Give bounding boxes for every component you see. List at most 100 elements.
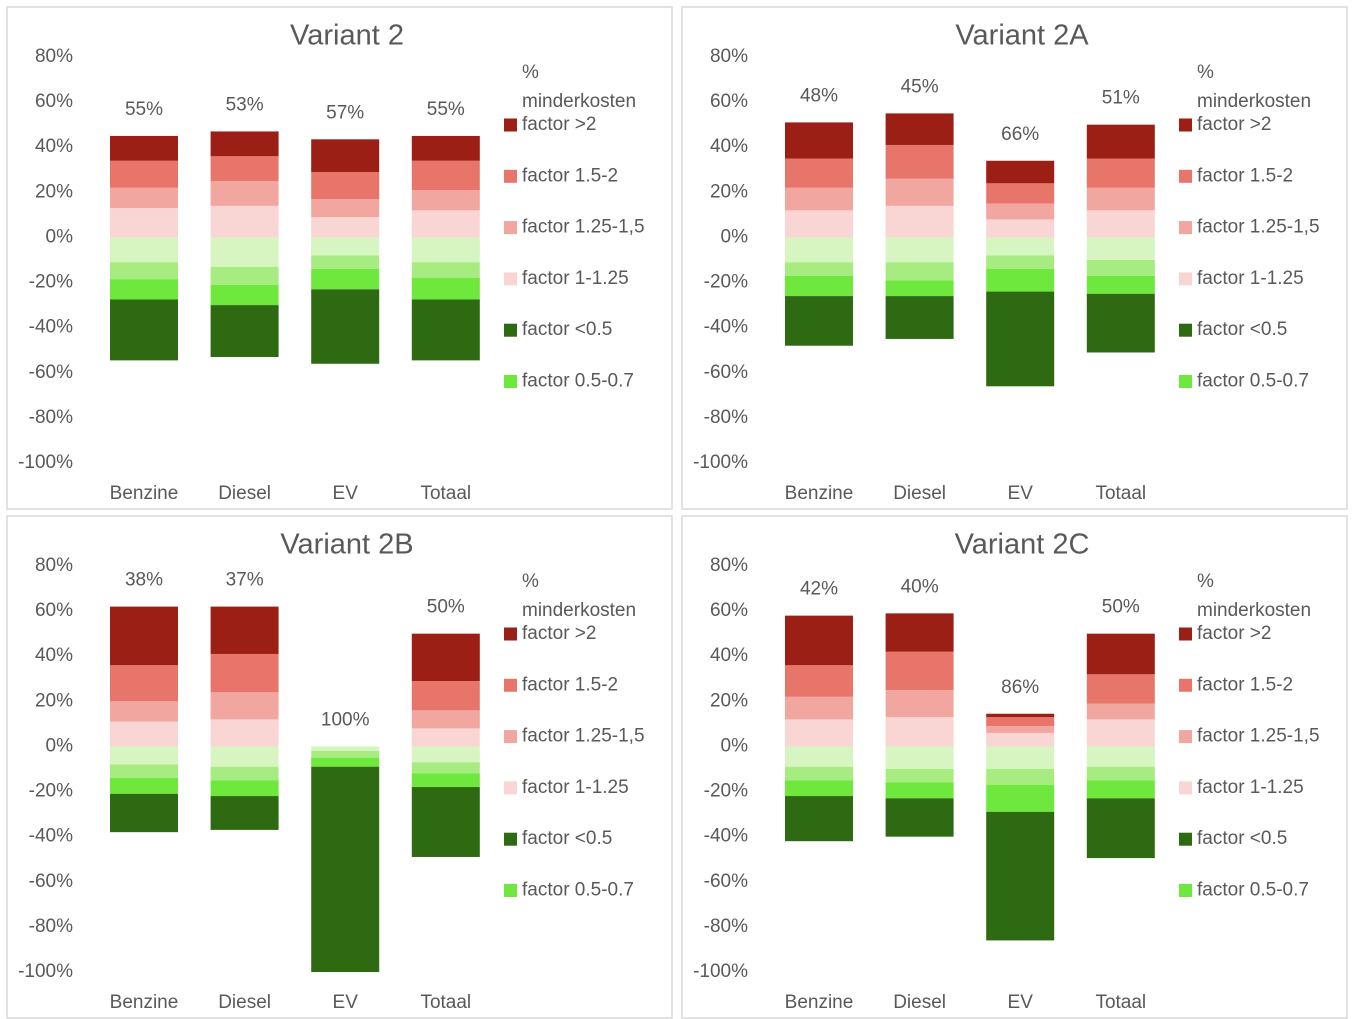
x-tick-label: Totaal bbox=[420, 483, 471, 504]
bar-segment bbox=[210, 205, 279, 238]
bar-segment bbox=[411, 633, 480, 682]
legend-label: factor 1-1.25 bbox=[1197, 777, 1304, 798]
bar-segment bbox=[885, 262, 954, 281]
bar-segment bbox=[110, 701, 178, 722]
bar-segment bbox=[110, 606, 178, 666]
x-tick-label: Diesel bbox=[218, 483, 271, 504]
legend-title: % minderkosten bbox=[1197, 62, 1311, 112]
legend-swatch bbox=[504, 627, 517, 641]
value-label: 37% bbox=[226, 570, 264, 591]
legend-label: factor 1-1.25 bbox=[522, 268, 629, 289]
legend-swatch bbox=[1179, 678, 1192, 692]
bar-segment bbox=[885, 651, 954, 691]
bar-segment bbox=[1086, 124, 1155, 159]
y-tick-label: 20% bbox=[35, 690, 73, 711]
y-tick-label: -60% bbox=[29, 871, 73, 892]
bar-segment bbox=[210, 181, 279, 206]
bar-segment bbox=[986, 769, 1055, 785]
x-tick-label: Totaal bbox=[420, 992, 471, 1013]
bar-segment bbox=[1086, 187, 1155, 211]
bar-segment bbox=[785, 746, 853, 767]
x-tick-label: EV bbox=[1008, 992, 1034, 1013]
legend-swatch bbox=[1179, 375, 1192, 388]
legend-label: factor 1-1.25 bbox=[522, 777, 629, 798]
y-tick-label: 60% bbox=[35, 91, 73, 112]
legend-title: % minderkosten bbox=[522, 62, 636, 112]
legend-swatch bbox=[504, 781, 517, 795]
bar-segment bbox=[986, 183, 1055, 204]
bar-segment bbox=[411, 762, 480, 774]
bar-segment bbox=[210, 653, 279, 693]
legend-label: factor 0.5-0.7 bbox=[1197, 371, 1309, 392]
legend-swatch bbox=[1179, 323, 1192, 337]
bar-segment bbox=[986, 726, 1055, 733]
y-tick-label: 0% bbox=[46, 226, 74, 247]
x-tick-label: EV bbox=[1008, 483, 1034, 504]
bar-segment bbox=[311, 237, 380, 256]
legend-label: factor >2 bbox=[522, 114, 596, 135]
y-tick-label: -60% bbox=[29, 362, 73, 383]
x-tick-label: Totaal bbox=[1095, 992, 1146, 1013]
y-tick-label: -40% bbox=[29, 317, 73, 338]
bar-segment bbox=[785, 158, 853, 188]
bar-segment bbox=[885, 798, 954, 837]
legend-swatch bbox=[1179, 272, 1192, 286]
value-label: 48% bbox=[800, 85, 838, 106]
bar-segment bbox=[411, 773, 480, 788]
bar-segment bbox=[210, 746, 279, 767]
bar-segment bbox=[785, 262, 853, 276]
bar-segment bbox=[1086, 275, 1155, 294]
legend-swatch bbox=[1179, 118, 1192, 132]
chart-title: Variant 2 bbox=[290, 20, 404, 52]
x-tick-label: Diesel bbox=[893, 992, 946, 1013]
legend-label: factor >2 bbox=[522, 623, 596, 644]
legend-label: factor <0.5 bbox=[1197, 828, 1287, 849]
chart-panel: Variant 2A 80% 60% 40% 20% 0% -20% -40% -60% -80%… bbox=[681, 6, 1348, 510]
bar-segment bbox=[785, 187, 853, 211]
bar-segment bbox=[885, 205, 954, 238]
bar-segment bbox=[1086, 766, 1155, 781]
bar-segment bbox=[110, 160, 178, 188]
legend-label: factor 1.25-1,5 bbox=[522, 217, 645, 238]
legend-label: factor 0.5-0.7 bbox=[522, 880, 634, 901]
x-tick-label: EV bbox=[333, 992, 359, 1013]
bar-segment bbox=[1086, 798, 1155, 859]
y-tick-label: -80% bbox=[29, 916, 73, 937]
bar-segment bbox=[110, 746, 178, 765]
legend-label: factor 1.5-2 bbox=[1197, 674, 1293, 695]
value-label: 38% bbox=[125, 570, 163, 591]
bar-segment bbox=[885, 280, 954, 297]
bar-segment bbox=[110, 208, 178, 238]
y-tick-label: -100% bbox=[693, 452, 748, 473]
bar-segment bbox=[110, 721, 178, 747]
legend-swatch bbox=[1179, 730, 1192, 744]
legend-label: factor 0.5-0.7 bbox=[1197, 880, 1309, 901]
x-tick-label: Totaal bbox=[1095, 483, 1146, 504]
bar-segment bbox=[110, 262, 178, 280]
bar-segment bbox=[986, 811, 1055, 941]
x-tick-label: Benzine bbox=[785, 992, 854, 1013]
bar-segment bbox=[110, 764, 178, 779]
legend-swatch bbox=[504, 832, 517, 846]
bar-segment bbox=[986, 784, 1055, 812]
y-tick-label: 40% bbox=[710, 136, 748, 157]
bar-segment bbox=[311, 757, 380, 767]
legend-swatch bbox=[504, 884, 517, 897]
bar-segment bbox=[885, 113, 954, 145]
bar-segment bbox=[311, 746, 380, 751]
bar-segment bbox=[311, 289, 380, 364]
chart-panel: Variant 2B 80% 60% 40% 20% 0% -20% -40% -60% -80%… bbox=[6, 515, 673, 1019]
bar-segment bbox=[785, 615, 853, 666]
bar-segment bbox=[411, 299, 480, 361]
legend-title: % minderkosten bbox=[1197, 571, 1311, 621]
bar-segment bbox=[1086, 293, 1155, 353]
bar-segment bbox=[785, 780, 853, 797]
bar-segment bbox=[210, 156, 279, 182]
bar-segment bbox=[311, 269, 380, 290]
bar-segment bbox=[885, 296, 954, 339]
bar-segment bbox=[210, 692, 279, 720]
bar-segment bbox=[785, 766, 853, 781]
legend-label: factor 1.5-2 bbox=[522, 674, 618, 695]
bar-segment bbox=[785, 696, 853, 720]
bar-segment bbox=[210, 606, 279, 654]
